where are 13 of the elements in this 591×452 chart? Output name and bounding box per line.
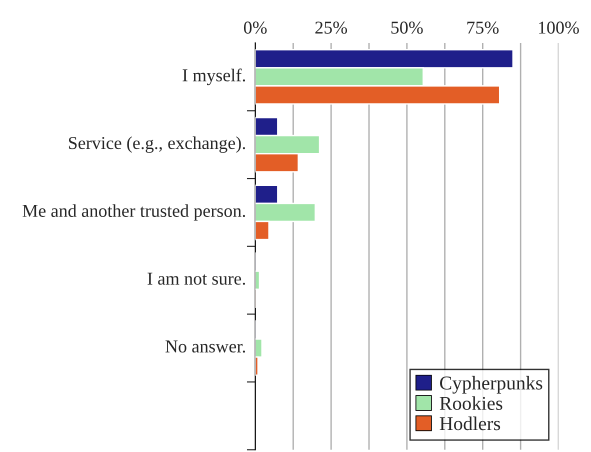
x-tick-label: 0% (244, 22, 267, 34)
y-tick-label: Me and another trusted person. (22, 204, 246, 221)
legend-label: Rookies (440, 396, 502, 410)
x-tick-label: 100% (539, 22, 579, 34)
y-tick-label: No answer. (165, 340, 246, 353)
legend-label: Cypherpunks (440, 376, 542, 394)
y-tick-label: I am not sure. (148, 272, 246, 285)
y-tick-label: I myself. (182, 68, 246, 86)
x-tick-label: 50% (391, 22, 423, 34)
y-tick-label: Service (e.g., exchange). (68, 136, 246, 153)
legend-label: Hodlers (440, 416, 500, 430)
x-tick-label: 75% (467, 22, 499, 34)
x-tick-label: 25% (315, 22, 348, 34)
